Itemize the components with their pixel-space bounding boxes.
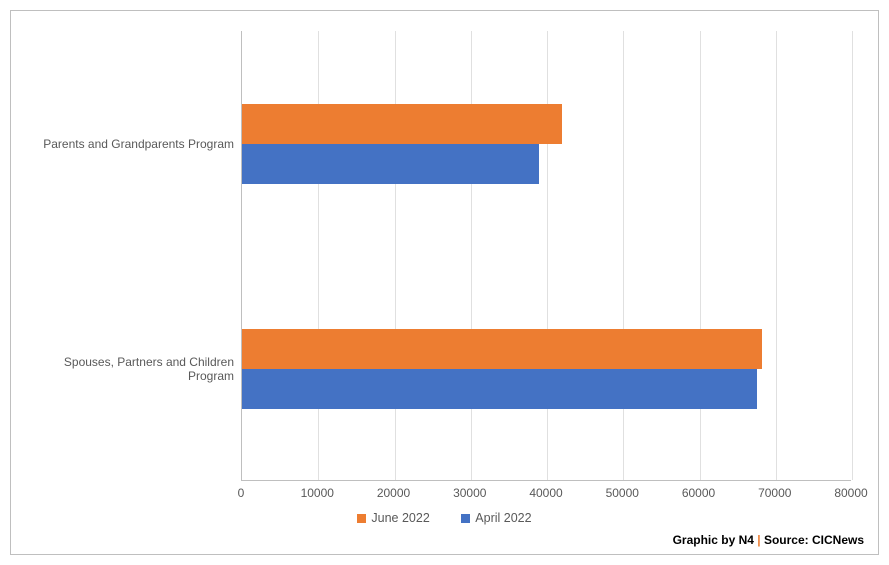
legend-label-april: April 2022	[475, 511, 531, 525]
x-axis-tick-5: 50000	[606, 486, 639, 500]
credit-graphic-by: N4	[739, 533, 754, 547]
y-axis-label-cat0: Parents and Grandparents Program	[19, 137, 234, 151]
gridline	[623, 31, 624, 480]
x-axis-tick-6: 60000	[682, 486, 715, 500]
gridline	[776, 31, 777, 480]
x-axis-tick-1: 10000	[301, 486, 334, 500]
y-axis-label-cat1: Spouses, Partners and Children Program	[19, 355, 234, 383]
plot-area	[241, 31, 851, 481]
gridline	[395, 31, 396, 480]
credit-separator: |	[754, 533, 764, 547]
bar-june-cat1	[242, 329, 762, 369]
legend-item-june: June 2022	[357, 511, 429, 525]
legend-swatch-june	[357, 514, 366, 523]
credit-source-label: Source:	[764, 533, 812, 547]
legend: June 2022 April 2022	[11, 511, 878, 525]
x-axis-tick-2: 20000	[377, 486, 410, 500]
x-axis-tick-7: 70000	[758, 486, 791, 500]
gridline	[318, 31, 319, 480]
bar-april-cat1	[242, 369, 757, 409]
credit-graphic-by-label: Graphic by	[673, 533, 739, 547]
legend-label-june: June 2022	[371, 511, 429, 525]
chart-container: Parents and Grandparents Program Spouses…	[10, 10, 879, 555]
credit-line: Graphic by N4 | Source: CICNews	[673, 533, 864, 547]
credit-source: CICNews	[812, 533, 864, 547]
legend-item-april: April 2022	[461, 511, 531, 525]
x-axis-tick-3: 30000	[453, 486, 486, 500]
gridline	[547, 31, 548, 480]
x-axis-tick-8: 80000	[834, 486, 867, 500]
gridline	[700, 31, 701, 480]
bar-april-cat0	[242, 144, 539, 184]
gridline	[471, 31, 472, 480]
gridline	[852, 31, 853, 480]
x-axis-tick-4: 40000	[529, 486, 562, 500]
bar-june-cat0	[242, 104, 562, 144]
legend-swatch-april	[461, 514, 470, 523]
x-axis-tick-0: 0	[238, 486, 245, 500]
